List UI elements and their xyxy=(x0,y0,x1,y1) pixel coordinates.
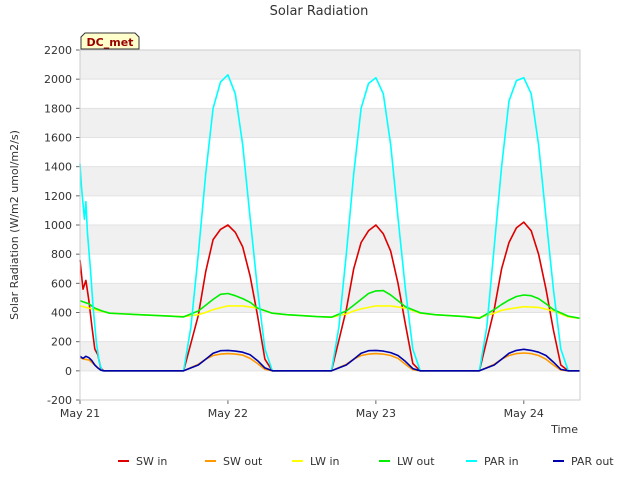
x-tick-label: May 22 xyxy=(208,407,248,420)
y-tick-label: 600 xyxy=(51,277,72,290)
grid-band xyxy=(80,108,580,138)
legend-label: SW in xyxy=(136,455,167,468)
x-axis-label: Time xyxy=(550,423,578,436)
series-line-par-out xyxy=(79,348,580,372)
legend-label: PAR out xyxy=(571,455,614,468)
legend: SW in SW out LW in LW out PAR in PAR out xyxy=(118,455,614,468)
y-tick-label: 1600 xyxy=(44,132,72,145)
y-tick-label: 1400 xyxy=(44,161,72,174)
legend-label: SW out xyxy=(223,455,263,468)
plot-frame xyxy=(79,49,581,401)
station-label-box xyxy=(80,32,140,50)
grid-band xyxy=(80,254,580,284)
station-label-text: DC_met xyxy=(87,36,134,49)
x-axis: May 21 May 22 May 23 May 24 xyxy=(60,400,544,420)
grid-band xyxy=(80,79,580,109)
y-tick-label: 800 xyxy=(51,248,72,261)
grid-band xyxy=(80,283,580,313)
y-tick-label: 1800 xyxy=(44,102,72,115)
y-tick-label: 1200 xyxy=(44,190,72,203)
y-tick-label: 400 xyxy=(51,307,72,320)
x-tick-label: May 21 xyxy=(60,407,100,420)
grid-band xyxy=(80,195,580,225)
y-tick-label: 0 xyxy=(65,365,72,378)
x-tick-label: May 23 xyxy=(356,407,396,420)
grid-band xyxy=(80,341,580,371)
series-line-lw-in xyxy=(79,305,581,320)
grid-band xyxy=(80,166,580,196)
y-tick-label: 1000 xyxy=(44,219,72,232)
x-tick-label: May 24 xyxy=(504,407,544,420)
y-axis-label: Solar Radiation (W/m2 umol/m2/s) xyxy=(8,130,21,320)
y-tick-label: 2000 xyxy=(44,73,72,86)
legend-label: LW in xyxy=(310,455,340,468)
chart-title: Solar Radiation xyxy=(270,4,369,19)
grid-band xyxy=(80,50,580,80)
plot-background xyxy=(80,49,580,401)
grid-band xyxy=(80,370,580,400)
legend-label: PAR in xyxy=(484,455,519,468)
y-tick-label: 2200 xyxy=(44,44,72,57)
y-tick-label: -200 xyxy=(47,394,72,407)
legend-label: LW out xyxy=(397,455,435,468)
y-axis: -200 0 200 400 600 800 1000 1200 1400 1600 1800 200… xyxy=(44,44,80,407)
grid-band xyxy=(80,137,580,167)
series-line-lw-out xyxy=(79,289,581,320)
series-layer xyxy=(79,74,581,372)
grid-band xyxy=(80,225,580,255)
station-label: DC_met xyxy=(80,32,140,50)
y-tick-label: 200 xyxy=(51,336,72,349)
